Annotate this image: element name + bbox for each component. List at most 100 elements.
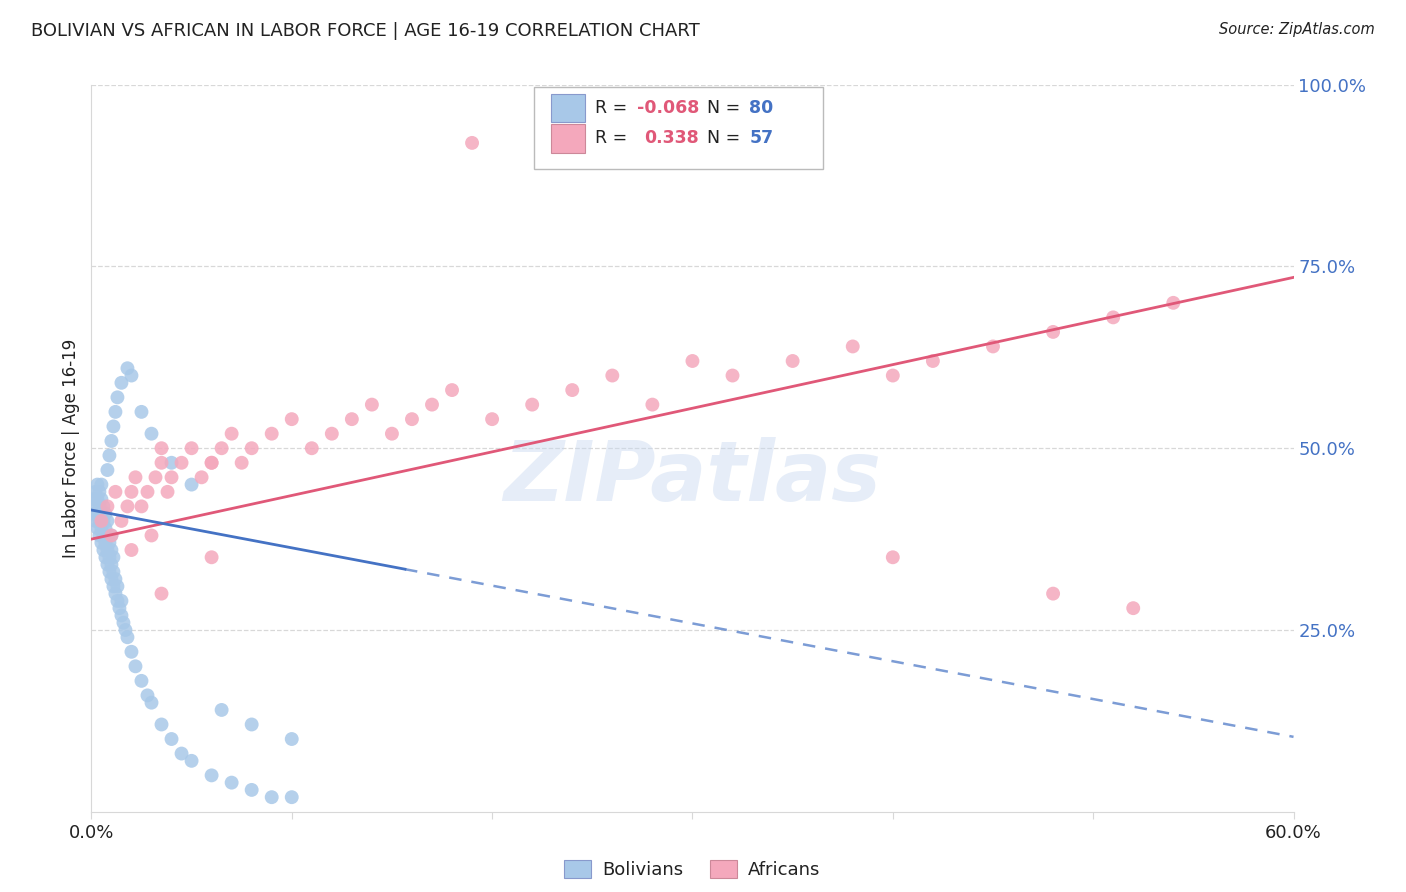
Text: R =: R = [595, 99, 633, 117]
Point [93, 528, 115, 542]
Point [321, 426, 343, 441]
Point [110, 594, 132, 608]
Point [104, 587, 127, 601]
Point [1122, 601, 1144, 615]
Point [103, 419, 125, 434]
Point [301, 442, 323, 455]
Point [160, 456, 183, 470]
Point [90, 477, 112, 491]
Point [114, 623, 136, 637]
Point [882, 368, 904, 383]
Point [381, 426, 404, 441]
Point [94, 535, 117, 549]
Point [360, 398, 382, 412]
Point [160, 731, 183, 746]
Point [103, 579, 125, 593]
Point [201, 456, 224, 470]
Point [260, 426, 283, 441]
Point [180, 442, 202, 455]
Point [420, 398, 443, 412]
Point [922, 354, 945, 368]
Point [170, 747, 193, 761]
Point [90, 514, 112, 528]
Point [108, 601, 131, 615]
Point [90, 535, 112, 549]
Point [180, 754, 202, 768]
Point [150, 442, 173, 455]
Point [110, 608, 132, 623]
Point [156, 484, 179, 499]
Point [981, 339, 1004, 353]
Point [96, 463, 118, 477]
Point [96, 514, 118, 528]
Point [681, 354, 703, 368]
Point [190, 470, 212, 484]
Point [131, 500, 153, 514]
Point [260, 790, 283, 805]
Point [281, 731, 304, 746]
Y-axis label: In Labor Force | Age 16-19: In Labor Force | Age 16-19 [62, 339, 80, 558]
Point [104, 405, 127, 419]
Point [150, 456, 173, 470]
Point [90, 492, 112, 507]
Point [96, 500, 118, 514]
Point [96, 528, 118, 542]
Point [82, 492, 104, 507]
Point [1163, 296, 1185, 310]
Point [281, 790, 304, 805]
Point [401, 412, 423, 426]
Point [180, 477, 202, 491]
Point [84, 500, 107, 514]
Point [107, 594, 129, 608]
Point [231, 456, 253, 470]
Text: 80: 80 [749, 99, 773, 117]
Point [1042, 587, 1064, 601]
Point [782, 354, 804, 368]
Point [145, 470, 167, 484]
Point [86, 492, 108, 507]
Point [141, 696, 163, 710]
Point [82, 507, 104, 521]
Point [103, 550, 125, 565]
Point [117, 630, 139, 644]
Point [100, 528, 122, 542]
Text: ZIPatlas: ZIPatlas [503, 437, 882, 518]
Point [150, 587, 173, 601]
Point [100, 434, 122, 448]
Point [240, 717, 263, 731]
Point [141, 426, 163, 441]
Point [110, 514, 132, 528]
Point [89, 528, 111, 542]
Point [96, 558, 118, 572]
Point [1102, 310, 1125, 325]
Point [641, 398, 664, 412]
Point [100, 572, 122, 586]
Point [240, 442, 263, 455]
Point [103, 565, 125, 579]
Point [211, 703, 233, 717]
Point [121, 368, 143, 383]
Legend: Bolivians, Africans: Bolivians, Africans [557, 853, 828, 887]
Text: N =: N = [707, 129, 747, 147]
Point [841, 339, 863, 353]
Point [721, 368, 744, 383]
Point [90, 521, 112, 535]
Point [481, 412, 503, 426]
Point [440, 383, 463, 397]
Point [170, 456, 193, 470]
Text: 0.338: 0.338 [644, 129, 699, 147]
Point [201, 550, 224, 565]
Point [89, 514, 111, 528]
Point [131, 405, 153, 419]
Point [110, 376, 132, 390]
Point [461, 136, 484, 150]
Point [89, 500, 111, 514]
Point [121, 484, 143, 499]
Point [93, 543, 115, 558]
Point [86, 507, 108, 521]
Point [100, 528, 122, 542]
Text: Source: ZipAtlas.com: Source: ZipAtlas.com [1219, 22, 1375, 37]
Point [141, 528, 163, 542]
Point [94, 550, 117, 565]
Point [104, 572, 127, 586]
